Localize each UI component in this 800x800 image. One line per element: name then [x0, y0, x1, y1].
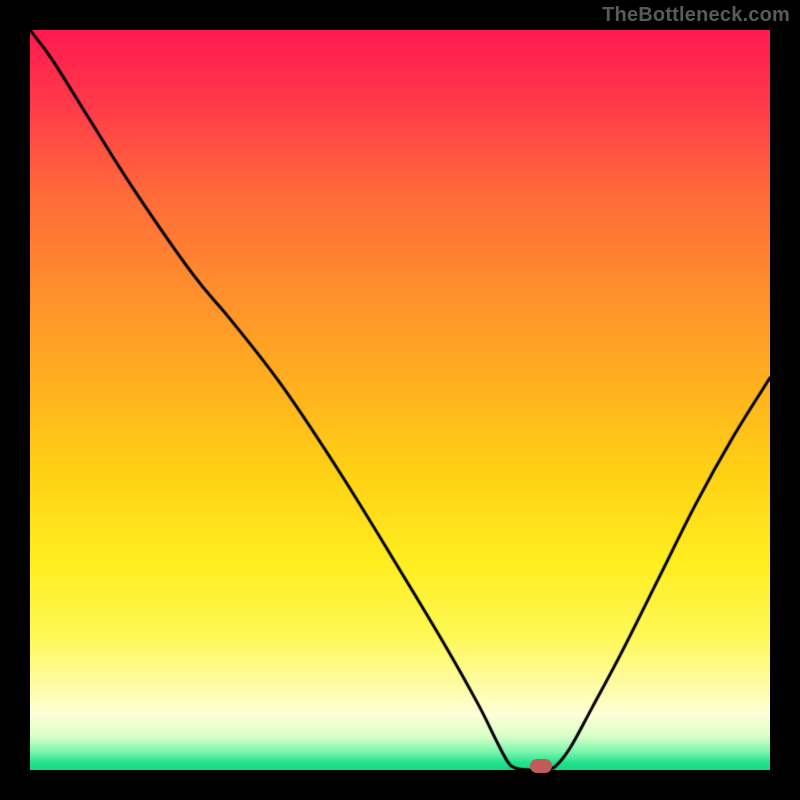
- plot-area: [30, 30, 770, 770]
- optimal-point-marker: [530, 759, 552, 773]
- bottleneck-chart-canvas: [30, 30, 770, 770]
- watermark-text: TheBottleneck.com: [602, 4, 790, 27]
- chart-frame: TheBottleneck.com: [0, 0, 800, 800]
